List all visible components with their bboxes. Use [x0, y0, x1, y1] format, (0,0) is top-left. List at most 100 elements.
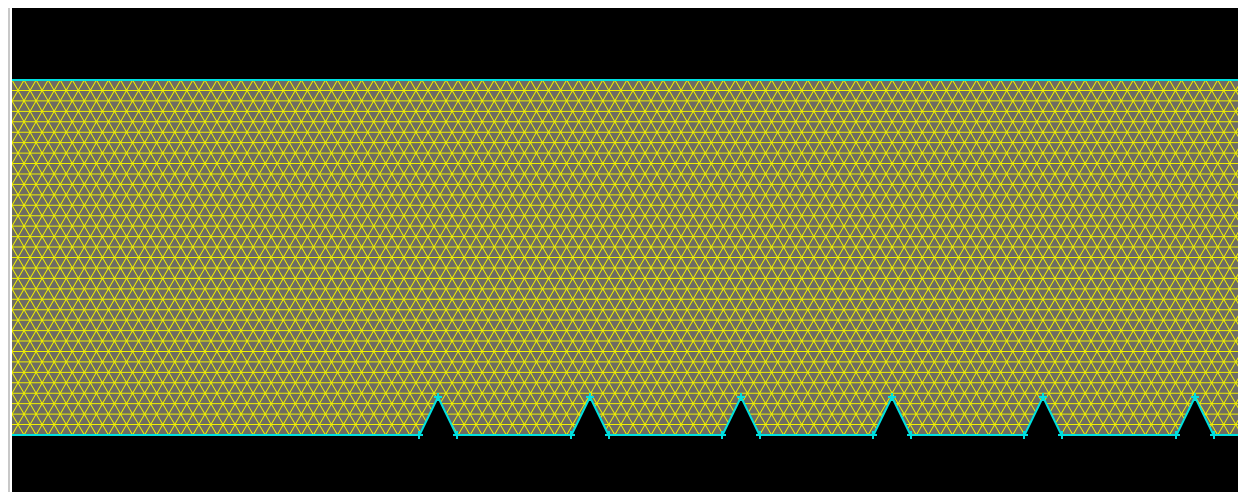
- mesh-edge: [1169, 315, 1238, 435]
- mesh-edge: [12, 80, 218, 435]
- mesh-edge: [373, 80, 580, 435]
- notches: [12, 79, 1238, 439]
- mesh-edge: [409, 80, 616, 435]
- notch: [1024, 397, 1062, 436]
- mesh-edge: [686, 80, 893, 435]
- mesh-edge: [831, 80, 1038, 435]
- mesh-edge: [12, 308, 85, 435]
- mesh-edge: [156, 80, 363, 435]
- mesh-edge: [517, 80, 724, 435]
- mesh-edge: [361, 80, 568, 435]
- mesh-edge: [144, 80, 351, 435]
- mesh-edge: [168, 80, 375, 435]
- mesh-edge: [59, 80, 266, 435]
- mesh-edge: [951, 80, 1158, 435]
- mesh-edge: [1132, 252, 1238, 435]
- mesh-edge: [915, 80, 1122, 435]
- mesh-edge: [12, 287, 97, 435]
- mesh-edge: [1012, 80, 1219, 435]
- mesh-edge: [95, 80, 302, 435]
- mesh-edge: [132, 80, 338, 435]
- mesh-edge: [12, 80, 49, 144]
- mesh-edge: [614, 80, 821, 435]
- mesh-edge: [35, 80, 242, 435]
- mesh-edge: [759, 80, 965, 435]
- mesh-edge: [1181, 336, 1238, 435]
- mesh-edge: [1181, 80, 1238, 179]
- mesh-edge: [939, 80, 1146, 435]
- mesh-edge: [1144, 80, 1238, 242]
- notch: [873, 397, 911, 436]
- mesh-edge: [252, 80, 459, 435]
- mesh-edge: [288, 80, 495, 435]
- mesh-edge: [662, 80, 869, 435]
- mesh-edge: [964, 80, 1170, 435]
- mesh-edge: [108, 80, 314, 435]
- mesh-edge: [12, 80, 73, 186]
- mesh-edge: [12, 80, 97, 228]
- mesh-edge: [722, 80, 929, 435]
- mesh-edge: [650, 80, 857, 435]
- mesh-edge: [1096, 189, 1238, 435]
- mesh-edge: [1156, 80, 1238, 221]
- mesh-edge: [83, 80, 290, 435]
- mesh-edge: [590, 80, 797, 435]
- mesh-edge: [783, 80, 990, 435]
- mesh-edge: [457, 80, 664, 435]
- mesh-edge: [12, 80, 134, 290]
- mesh-edge: [12, 350, 61, 435]
- mesh-edge: [1108, 210, 1238, 435]
- notch: [571, 397, 609, 436]
- mesh-edge: [819, 80, 1026, 435]
- mesh-edge: [12, 80, 206, 416]
- mesh-edge: [12, 80, 85, 207]
- notch: [1176, 397, 1214, 436]
- mesh-edge: [204, 80, 411, 435]
- mesh-edge: [747, 80, 953, 435]
- mesh-edge: [12, 80, 121, 269]
- mesh-edge: [554, 80, 760, 435]
- mesh-edge: [23, 80, 230, 435]
- mesh-edge: [180, 80, 387, 435]
- mesh-edge: [12, 80, 194, 395]
- mesh-edge: [12, 329, 73, 435]
- mesh-edge: [12, 80, 170, 353]
- mesh-edge: [1156, 294, 1238, 435]
- mesh-edge: [12, 80, 182, 374]
- mesh-edge: [325, 80, 531, 435]
- mesh-edge: [433, 80, 640, 435]
- mesh-edge: [12, 80, 109, 249]
- mesh-edge: [469, 80, 676, 435]
- mesh-edge: [1084, 169, 1238, 435]
- mesh-edge: [1193, 357, 1238, 435]
- mesh-edge: [795, 80, 1002, 435]
- mesh-edge: [771, 80, 977, 435]
- mesh-edge: [216, 80, 423, 435]
- mesh-edge: [1169, 80, 1238, 200]
- mesh-edge: [240, 80, 447, 435]
- mesh-edge: [264, 80, 471, 435]
- mesh-edge: [192, 80, 399, 435]
- mesh-edge: [988, 80, 1194, 435]
- mesh-edge: [445, 80, 652, 435]
- mesh-edge: [807, 80, 1014, 435]
- frame-edge: [8, 8, 10, 492]
- mesh-edge: [602, 80, 809, 435]
- mesh-edge: [710, 80, 917, 435]
- notch: [722, 397, 760, 436]
- mesh-edge: [674, 80, 881, 435]
- mesh-edge: [421, 80, 628, 435]
- mesh-edge: [505, 80, 712, 435]
- mesh-edge: [337, 80, 543, 435]
- mesh-edge: [300, 80, 507, 435]
- mesh-edge: [1060, 127, 1238, 435]
- mesh-edge: [385, 80, 592, 435]
- mesh-edge: [1024, 80, 1231, 435]
- mesh-edge: [276, 80, 483, 435]
- mesh-edge: [12, 80, 158, 332]
- mesh-edge: [867, 80, 1074, 435]
- mesh-edge: [47, 80, 254, 435]
- mesh-edge: [1193, 80, 1238, 158]
- mesh-edge: [493, 80, 700, 435]
